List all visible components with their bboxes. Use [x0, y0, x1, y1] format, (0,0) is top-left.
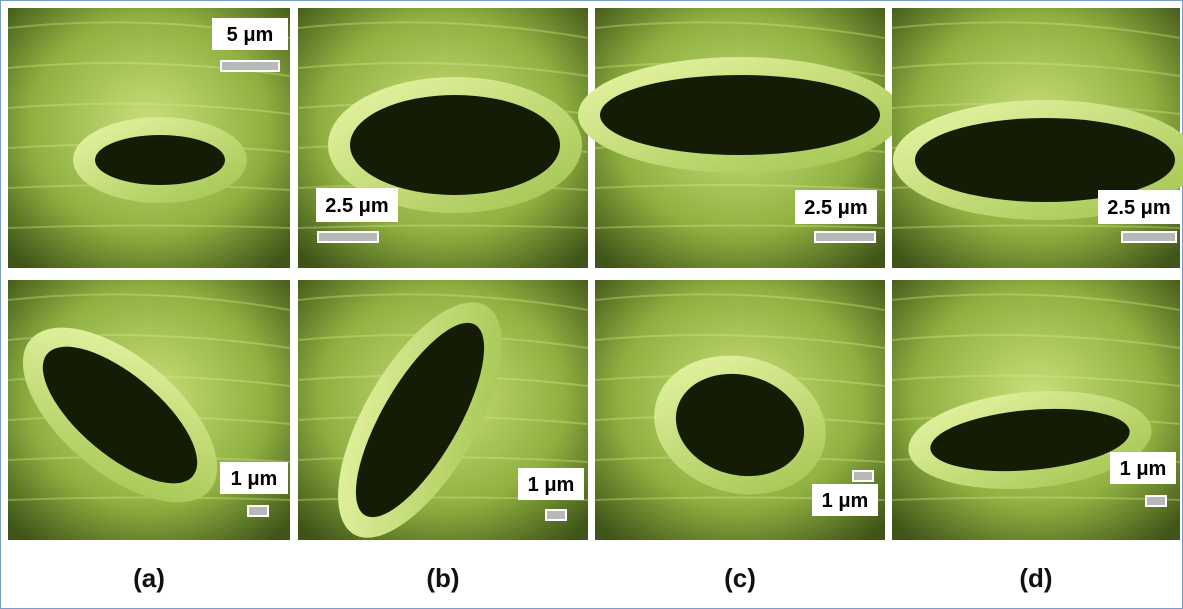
scale-label: 1 μm: [231, 468, 278, 490]
stoma-pore: [95, 135, 225, 185]
panel-label: (b): [426, 563, 459, 593]
scale-label: 2.5 μm: [1107, 197, 1170, 219]
scale-label: 5 μm: [227, 24, 274, 46]
micrograph: 5 μm: [8, 8, 290, 268]
stoma-pore: [350, 95, 560, 195]
scale-label: 2.5 μm: [804, 197, 867, 219]
micrograph: 2.5 μm: [578, 8, 902, 268]
micrograph: 1 μm: [892, 280, 1180, 540]
stoma-pore: [600, 75, 880, 155]
scale-label: 1 μm: [822, 490, 869, 512]
scale-bar: [853, 471, 873, 481]
scale-bar: [546, 510, 566, 520]
scale-bar: [815, 232, 875, 242]
panel-label: (a): [133, 563, 165, 593]
scale-label: 1 μm: [528, 474, 575, 496]
micrograph: 1 μm: [298, 278, 588, 563]
scale-label: 1 μm: [1120, 458, 1167, 480]
scale-bar: [248, 506, 268, 516]
figure: 5 μm 1 μm (a) 2.5 μm 1 μm (b) 2.5 μm 1 μm (c) 2.5…: [0, 0, 1183, 609]
scale-label: 2.5 μm: [325, 195, 388, 217]
scale-bar: [1146, 496, 1166, 506]
panel-label: (c): [724, 563, 756, 593]
scale-bar: [221, 61, 279, 71]
micrograph: 1 μm: [595, 280, 885, 540]
scale-bar: [318, 232, 378, 242]
panel-label: (d): [1019, 563, 1052, 593]
micrograph: 1 μm: [0, 280, 290, 540]
micrograph: 2.5 μm: [892, 8, 1183, 268]
micrograph: 2.5 μm: [298, 8, 588, 268]
stoma-pore: [915, 118, 1175, 202]
scale-bar: [1122, 232, 1176, 242]
